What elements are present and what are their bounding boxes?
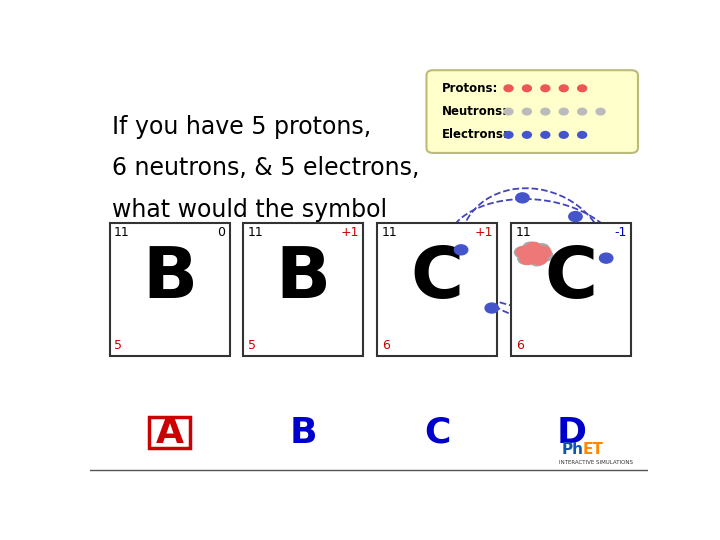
Circle shape (504, 85, 513, 92)
Text: 0: 0 (217, 226, 225, 239)
Text: 11: 11 (248, 226, 264, 239)
Circle shape (577, 132, 587, 138)
Text: INTERACTIVE SIMULATIONS: INTERACTIVE SIMULATIONS (559, 460, 633, 465)
Text: C: C (411, 245, 464, 313)
Circle shape (523, 132, 531, 138)
Circle shape (541, 85, 550, 92)
Circle shape (504, 108, 513, 115)
Text: If you have 5 protons,: If you have 5 protons, (112, 114, 372, 139)
Circle shape (559, 85, 568, 92)
Bar (511, 223, 631, 356)
Text: +1: +1 (341, 226, 359, 239)
Text: Ph: Ph (562, 442, 583, 457)
Circle shape (600, 253, 613, 263)
Circle shape (541, 132, 550, 138)
Text: 5: 5 (248, 339, 256, 352)
Text: Protons:: Protons: (441, 82, 498, 95)
Circle shape (523, 85, 531, 92)
Text: -1: -1 (614, 226, 627, 239)
Text: ET: ET (582, 442, 603, 457)
Bar (109, 223, 230, 356)
Circle shape (504, 132, 513, 138)
Circle shape (530, 255, 544, 266)
Circle shape (569, 212, 582, 221)
Text: D: D (557, 416, 586, 450)
Text: 6 neutrons, & 5 electrons,: 6 neutrons, & 5 electrons, (112, 156, 420, 180)
Circle shape (539, 250, 553, 261)
Text: C: C (424, 416, 451, 450)
Text: A: A (156, 416, 184, 450)
Text: what would the symbol: what would the symbol (112, 198, 387, 222)
Circle shape (559, 132, 568, 138)
Circle shape (518, 253, 532, 264)
Circle shape (526, 242, 541, 254)
Circle shape (515, 247, 529, 258)
Text: Electrons:: Electrons: (441, 129, 508, 141)
Text: C: C (545, 245, 598, 313)
Circle shape (523, 242, 538, 253)
Circle shape (454, 245, 468, 255)
Text: 5: 5 (114, 339, 122, 352)
Text: B: B (276, 245, 331, 313)
Text: +1: +1 (474, 226, 493, 239)
Text: 11: 11 (382, 226, 397, 239)
Text: B: B (289, 416, 318, 450)
Text: 6: 6 (382, 339, 390, 352)
Circle shape (541, 108, 550, 115)
Circle shape (577, 108, 587, 115)
FancyBboxPatch shape (426, 70, 638, 153)
Text: look like?: look like? (112, 239, 222, 264)
Circle shape (520, 253, 536, 265)
Bar (148, 417, 190, 448)
Circle shape (559, 108, 568, 115)
Circle shape (596, 108, 605, 115)
Text: 11: 11 (516, 226, 531, 239)
Text: B: B (142, 245, 197, 313)
Text: Neutrons:: Neutrons: (441, 105, 508, 118)
Circle shape (535, 244, 549, 255)
Circle shape (516, 246, 532, 258)
Circle shape (536, 246, 551, 258)
Circle shape (516, 193, 529, 203)
Circle shape (523, 108, 531, 115)
Circle shape (577, 85, 587, 92)
Bar (377, 223, 498, 356)
Text: 6: 6 (516, 339, 523, 352)
Text: 11: 11 (114, 226, 130, 239)
Circle shape (531, 253, 547, 265)
Circle shape (485, 303, 498, 313)
Bar (243, 223, 364, 356)
